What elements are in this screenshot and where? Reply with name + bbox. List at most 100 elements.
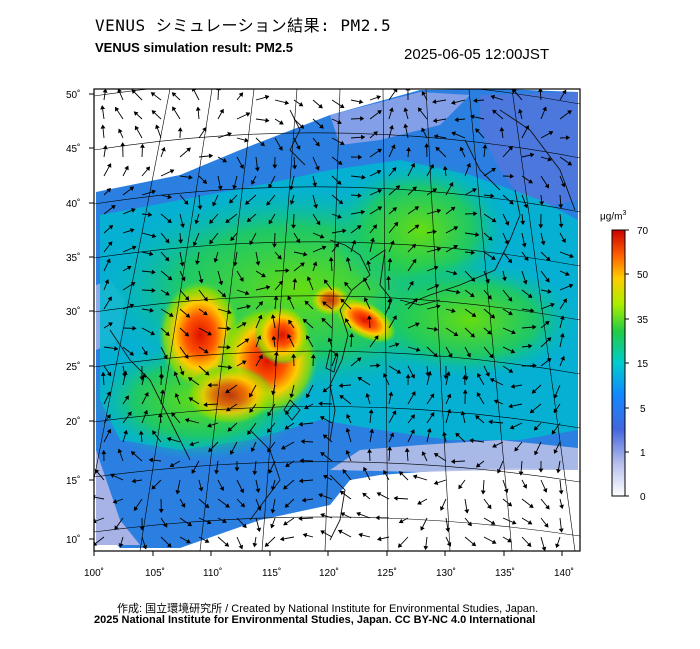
wind-arrowhead (392, 315, 397, 320)
wind-arrowhead (558, 528, 564, 533)
wind-arrowhead (504, 221, 510, 226)
wind-arrowhead (429, 163, 434, 169)
wind-arrowhead (453, 226, 459, 231)
wind-arrowhead (240, 502, 245, 508)
wind-arrowhead (315, 141, 320, 147)
wind-arrowhead (432, 188, 438, 193)
wind-arrowhead (550, 302, 555, 308)
wind-arrowhead (477, 373, 482, 378)
forecast-timestamp: 2025-06-05 12:00JST (404, 46, 550, 63)
wind-arrowhead (512, 89, 517, 94)
wind-arrowhead (239, 488, 245, 494)
wind-arrowhead (345, 257, 351, 262)
wind-arrowhead (430, 412, 435, 417)
wind-arrowhead (433, 265, 439, 271)
wind-arrowhead (342, 469, 347, 474)
wind-arrowhead (451, 308, 456, 314)
wind-arrowhead (460, 410, 466, 416)
wind-arrowhead (377, 110, 382, 115)
wind-arrowhead (562, 298, 567, 303)
wind-arrowhead (561, 89, 567, 95)
wind-arrowhead (234, 467, 240, 472)
wind-arrowhead (539, 201, 545, 206)
wind-arrowhead (482, 144, 488, 149)
wind-arrowhead (528, 179, 533, 184)
wind-arrowhead (271, 335, 277, 340)
wind-arrowhead (315, 220, 321, 226)
wind-arrowhead (289, 185, 295, 191)
wind-arrowhead (183, 200, 189, 205)
wind-arrowhead (365, 392, 371, 398)
wind-arrowhead (514, 446, 519, 452)
wind-arrowhead (450, 100, 456, 105)
wind-arrowhead (362, 492, 367, 498)
wind-arrowhead (475, 128, 480, 133)
wind-arrowhead (264, 94, 270, 100)
wind-arrowhead (313, 204, 318, 209)
wind-arrowhead (258, 354, 263, 360)
wind-arrowhead (298, 516, 303, 521)
wind-arrowhead (184, 418, 190, 423)
wind-arrowhead (142, 544, 148, 550)
wind-arrowhead (106, 371, 112, 377)
wind-arrowhead (131, 208, 136, 213)
wind-arrowhead (509, 200, 514, 205)
wind-arrowhead (453, 245, 458, 250)
wind-arrowhead (466, 162, 471, 168)
wind-arrowhead (260, 141, 265, 147)
wind-arrowhead (373, 131, 378, 136)
wind-arrowhead (219, 108, 224, 114)
wind-arrowhead (376, 363, 381, 368)
wind-arrowhead (225, 388, 231, 394)
wind-arrowhead (421, 91, 427, 96)
wind-arrowhead (124, 395, 129, 401)
wind-arrowhead (450, 459, 456, 464)
wind-arrowhead (427, 370, 432, 376)
wind-arrowhead (158, 372, 164, 378)
wind-arrowhead (244, 338, 250, 343)
wind-arrowhead (312, 182, 318, 188)
graticule-meridians (94, 89, 576, 551)
wind-arrowhead (139, 143, 145, 148)
wind-arrowhead (357, 377, 363, 382)
wind-arrowhead (271, 390, 276, 396)
wind-arrowhead (558, 223, 564, 229)
wind-arrowhead (301, 497, 307, 503)
wind-arrowhead (139, 526, 145, 531)
wind-arrowhead (397, 543, 403, 548)
wind-arrowhead (508, 310, 513, 316)
wind-arrowhead (565, 135, 571, 141)
wind-arrowhead (251, 180, 256, 185)
wind-arrowhead (542, 106, 547, 112)
wind-arrowhead (480, 490, 486, 495)
wind-arrowhead (394, 342, 400, 348)
wind-arrowhead (112, 499, 118, 504)
wind-arrowhead (256, 335, 262, 340)
wind-arrowhead (542, 488, 548, 493)
wind-arrowhead (398, 471, 404, 476)
wind-arrowhead (192, 241, 198, 247)
wind-arrowhead (440, 506, 445, 511)
map-frame (93, 88, 581, 552)
wind-arrowhead (312, 261, 318, 267)
wind-arrowhead (509, 424, 515, 430)
wind-arrowhead (186, 147, 191, 153)
wind-arrowhead (546, 357, 552, 363)
wind-arrowhead (458, 484, 463, 490)
wind-arrowhead (261, 272, 266, 278)
wind-arrowhead (184, 354, 189, 359)
wind-arrowhead (270, 509, 276, 514)
colorbar-label: 70 (637, 226, 649, 237)
wind-arrowhead (421, 451, 427, 456)
wind-arrowhead (493, 399, 499, 404)
wind-arrowhead (114, 525, 119, 531)
wind-arrowhead (475, 232, 480, 237)
wind-arrowhead (370, 237, 375, 243)
wind-arrowhead (207, 331, 212, 336)
wind-arrowhead (149, 307, 154, 313)
lon-tick: 100˚ (84, 567, 104, 579)
wind-arrowhead (568, 283, 574, 289)
wind-arrowhead (283, 485, 288, 490)
wind-arrowhead (172, 106, 177, 112)
